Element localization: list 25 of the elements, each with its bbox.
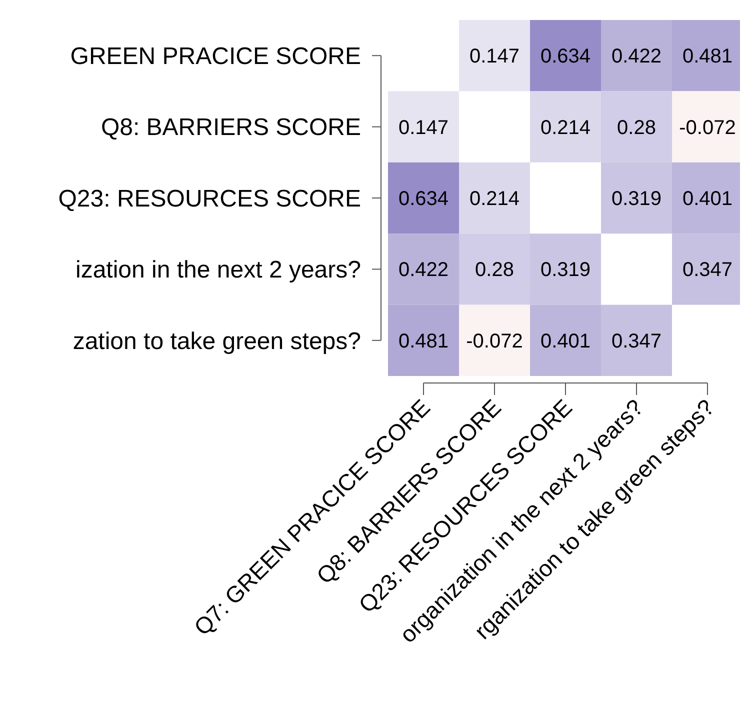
- data-label: 0.481: [398, 330, 449, 352]
- data-label: 0.28: [475, 259, 514, 282]
- data-label: 0.401: [540, 330, 591, 352]
- data-label: 0.147: [469, 46, 520, 68]
- y-tick-label: ization in the next 2 years?: [75, 256, 361, 284]
- data-label: 0.147: [398, 116, 449, 139]
- data-label: 0.347: [682, 259, 733, 282]
- data-label: 0.214: [469, 188, 520, 210]
- data-label: 0.319: [611, 188, 662, 210]
- y-tick-label: GREEN PRACICE SCORE: [70, 43, 361, 70]
- data-label: 0.634: [398, 188, 449, 210]
- data-label: 0.319: [540, 259, 591, 282]
- data-label: 0.214: [540, 116, 591, 139]
- data-label: 0.422: [611, 46, 662, 68]
- data-label: 0.634: [540, 46, 591, 68]
- data-label: 0.422: [398, 259, 449, 282]
- data-label: 0.481: [682, 46, 733, 68]
- y-tick-label: Q8: BARRIERS SCORE: [100, 114, 361, 142]
- data-label: 0.347: [611, 330, 662, 352]
- data-label: 0.28: [617, 116, 656, 139]
- data-label: 0.401: [682, 188, 733, 210]
- y-tick-label: Q23: RESOURCES SCORE: [58, 185, 361, 212]
- data-label: -0.072: [466, 330, 523, 352]
- data-label: -0.072: [679, 116, 736, 139]
- y-tick-label: zation to take green steps?: [72, 328, 361, 355]
